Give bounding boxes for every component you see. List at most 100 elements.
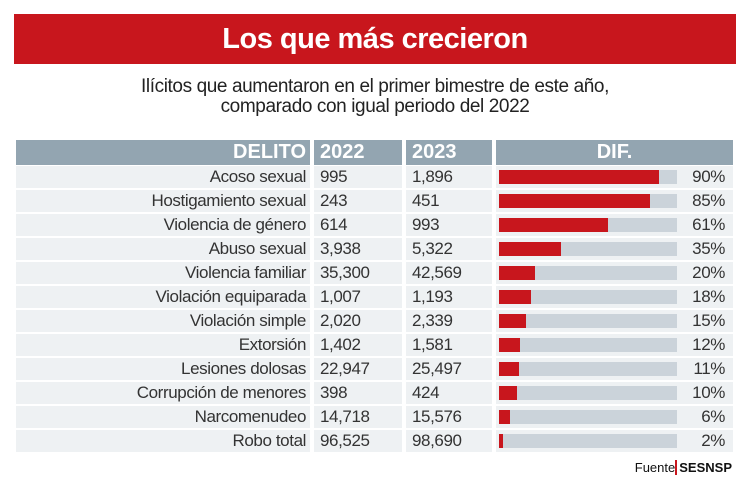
bar-track [499,290,677,304]
bar-track [499,434,677,448]
table-row: Hostigamiento sexual 243 451 85% [16,190,733,212]
value-2023-cell: 42,569 [406,262,492,284]
bar-track [499,194,677,208]
value-2023-cell: 2,339 [406,310,492,332]
dif-label: 61% [692,215,725,234]
bar-track [499,410,677,424]
subtitle-line-2: comparado con igual periodo del 2022 [220,96,530,117]
dif-label: 20% [692,263,725,282]
bar-track [499,386,677,400]
bar-fill [499,170,660,184]
value-2022-cell: 398 [314,382,402,404]
dif-label: 35% [692,239,725,258]
delito-cell: Violencia familiar [16,262,310,284]
dif-cell: 85% [496,190,733,212]
bar-fill [499,362,519,376]
dif-cell: 12% [496,334,733,356]
table-row: Acoso sexual 995 1,896 90% [16,166,733,188]
delito-cell: Violación simple [16,310,310,332]
value-2022-cell: 3,938 [314,238,402,260]
bar-track [499,314,677,328]
table-row: Corrupción de menores 398 424 10% [16,382,733,404]
value-2023-cell: 993 [406,214,492,236]
source-name: SESNSP [675,460,732,475]
dif-cell: 35% [496,238,733,260]
table-row: Violencia de género 614 993 61% [16,214,733,236]
table-row: Violación equiparada 1,007 1,193 18% [16,286,733,308]
dif-label: 2% [701,431,725,450]
bar-fill [499,218,608,232]
bar-track [499,266,677,280]
delito-cell: Extorsión [16,334,310,356]
dif-label: 11% [693,359,725,378]
value-2022-cell: 1,007 [314,286,402,308]
dif-label: 85% [692,191,725,210]
dif-label: 12% [692,335,725,354]
table-row: Robo total 96,525 98,690 2% [16,430,733,452]
bar-fill [499,434,503,448]
bar-fill [499,386,517,400]
subtitle-line-1: Ilícitos que aumentaron en el primer bim… [141,76,609,97]
value-2022-cell: 14,718 [314,406,402,428]
bar-track [499,362,677,376]
dif-label: 10% [692,383,725,402]
value-2022-cell: 35,300 [314,262,402,284]
dif-cell: 61% [496,214,733,236]
dif-label: 90% [692,167,725,186]
bar-fill [499,314,526,328]
delito-cell: Hostigamiento sexual [16,190,310,212]
delito-cell: Corrupción de menores [16,382,310,404]
bar-fill [499,194,651,208]
value-2023-cell: 15,576 [406,406,492,428]
value-2022-cell: 243 [314,190,402,212]
table-row: Extorsión 1,402 1,581 12% [16,334,733,356]
header-2023: 2023 [406,140,492,165]
dif-cell: 11% [496,358,733,380]
value-2023-cell: 424 [406,382,492,404]
value-2023-cell: 1,193 [406,286,492,308]
bar-track [499,170,677,184]
header-delito: DELITO [16,140,310,165]
table-row: Abuso sexual 3,938 5,322 35% [16,238,733,260]
bar-fill [499,266,535,280]
delito-cell: Narcomenudeo [16,406,310,428]
dif-cell: 15% [496,310,733,332]
value-2023-cell: 451 [406,190,492,212]
value-2023-cell: 1,896 [406,166,492,188]
dif-cell: 6% [496,406,733,428]
dif-cell: 10% [496,382,733,404]
bar-track [499,242,677,256]
value-2023-cell: 5,322 [406,238,492,260]
source-note: Fuente SESNSP [635,460,732,475]
value-2023-cell: 1,581 [406,334,492,356]
table-row: Violación simple 2,020 2,339 15% [16,310,733,332]
dif-cell: 2% [496,430,733,452]
table-row: Violencia familiar 35,300 42,569 20% [16,262,733,284]
value-2023-cell: 25,497 [406,358,492,380]
delito-cell: Lesiones dolosas [16,358,310,380]
delito-cell: Violencia de género [16,214,310,236]
bar-track [499,338,677,352]
dif-label: 6% [701,407,725,426]
chart-title: Los que más crecieron [14,14,736,64]
bar-fill [499,242,562,256]
header-dif: DIF. [496,140,733,165]
value-2022-cell: 2,020 [314,310,402,332]
table-row: Narcomenudeo 14,718 15,576 6% [16,406,733,428]
value-2022-cell: 995 [314,166,402,188]
value-2022-cell: 1,402 [314,334,402,356]
value-2022-cell: 22,947 [314,358,402,380]
bar-track [499,218,677,232]
delito-cell: Violación equiparada [16,286,310,308]
source-label: Fuente [634,460,676,475]
dif-label: 18% [692,287,725,306]
value-2023-cell: 98,690 [406,430,492,452]
table-row: Lesiones dolosas 22,947 25,497 11% [16,358,733,380]
bar-fill [499,338,521,352]
bar-fill [499,290,532,304]
dif-cell: 90% [496,166,733,188]
dif-cell: 20% [496,262,733,284]
value-2022-cell: 614 [314,214,402,236]
dif-cell: 18% [496,286,733,308]
header-2022: 2022 [314,140,402,165]
